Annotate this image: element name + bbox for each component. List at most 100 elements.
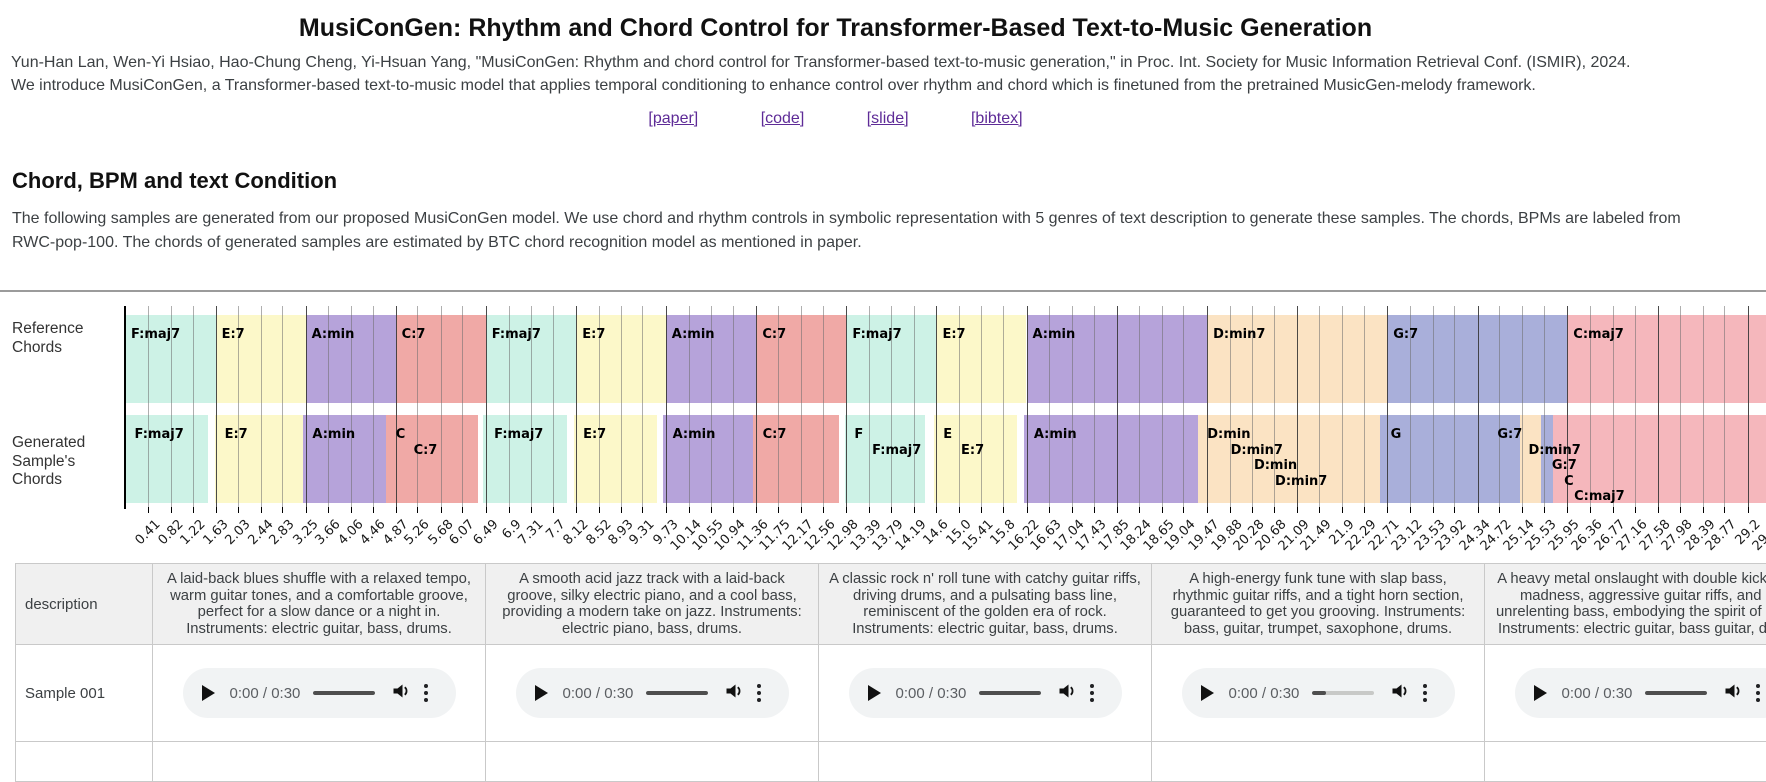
x-tick	[1724, 507, 1725, 513]
audio-player-1[interactable]: 0:00 / 0:30	[183, 668, 456, 718]
overflow-menu-icon[interactable]	[1756, 683, 1760, 704]
measure-gridline	[306, 306, 307, 507]
x-tick	[1027, 507, 1028, 513]
x-tick	[778, 507, 779, 513]
x-tick	[1094, 507, 1095, 513]
chord-label-generated: A:min	[673, 427, 716, 442]
chord-label-generated: A:min	[312, 427, 355, 442]
player-cell-2: 0:00 / 0:30	[486, 645, 819, 742]
measure-gridline	[486, 306, 487, 507]
overflow-menu-icon[interactable]	[424, 683, 428, 704]
audio-player-3[interactable]: 0:00 / 0:30	[849, 668, 1122, 718]
chord-label-generated: D:min	[1254, 458, 1297, 473]
chord-label-generated: F	[854, 427, 863, 442]
overflow-menu-icon[interactable]	[757, 683, 761, 704]
measure-gridline	[846, 306, 847, 507]
beat-gridline	[373, 306, 374, 507]
x-tick	[891, 507, 892, 513]
description-cell-1: A laid-back blues shuffle with a relaxed…	[153, 564, 486, 645]
chord-label-generated: C:7	[763, 427, 787, 442]
time-display: 0:00 / 0:30	[896, 685, 967, 702]
volume-icon[interactable]	[1389, 681, 1409, 706]
seek-bar[interactable]	[313, 691, 375, 695]
x-tick	[1139, 507, 1140, 513]
beat-gridline	[1680, 306, 1681, 507]
x-tick	[1499, 507, 1500, 513]
audio-player-2[interactable]: 0:00 / 0:30	[516, 668, 789, 718]
y-axis-line	[124, 306, 126, 509]
audio-player-5[interactable]: 0:00 / 0:30	[1515, 668, 1766, 718]
x-tick-label: 6.49	[470, 517, 501, 548]
x-tick	[1342, 507, 1343, 513]
x-tick	[576, 507, 577, 513]
x-tick	[417, 507, 418, 513]
chord-label-generated: F:maj7	[494, 427, 543, 442]
x-tick	[509, 507, 510, 513]
x-tick	[823, 507, 824, 513]
measure-gridline	[1117, 306, 1118, 507]
x-tick	[1049, 507, 1050, 513]
x-tick	[642, 507, 643, 513]
x-tick	[666, 507, 667, 513]
volume-icon[interactable]	[390, 681, 410, 706]
audio-player-4[interactable]: 0:00 / 0:30	[1182, 668, 1455, 718]
beat-gridline	[1342, 306, 1343, 507]
beat-gridline	[1454, 306, 1455, 507]
x-tick	[1162, 507, 1163, 513]
volume-icon[interactable]	[1722, 681, 1742, 706]
chord-label-generated: F:maj7	[135, 427, 184, 442]
player-cell-3: 0:00 / 0:30	[819, 645, 1152, 742]
x-tick	[869, 507, 870, 513]
beat-gridline	[1499, 306, 1500, 507]
description-cell-3: A classic rock n' roll tune with catchy …	[819, 564, 1152, 645]
beat-gridline	[823, 306, 824, 507]
beat-gridline	[1162, 306, 1163, 507]
x-tick	[801, 507, 802, 513]
chord-label-generated: C:maj7	[1574, 489, 1625, 504]
time-display: 0:00 / 0:30	[230, 685, 301, 702]
chord-label-generated: C	[1564, 474, 1574, 489]
x-tick	[1230, 507, 1231, 513]
overflow-menu-icon[interactable]	[1423, 683, 1427, 704]
x-tick	[1319, 507, 1320, 513]
seek-bar-progress	[646, 691, 708, 695]
x-tick	[756, 507, 757, 513]
seek-bar[interactable]	[1312, 691, 1374, 695]
chord-label-reference: F:maj7	[852, 327, 901, 342]
measure-gridline	[1478, 306, 1479, 507]
measure-gridline	[1207, 306, 1208, 507]
seek-bar-progress	[1312, 691, 1326, 695]
seek-bar[interactable]	[979, 691, 1041, 695]
seek-bar[interactable]	[646, 691, 708, 695]
x-tick	[1590, 507, 1591, 513]
x-tick	[1454, 507, 1455, 513]
seek-bar[interactable]	[1645, 691, 1707, 695]
time-display: 0:00 / 0:30	[1229, 685, 1300, 702]
volume-icon[interactable]	[1056, 681, 1076, 706]
chord-label-generated: D:min7	[1231, 443, 1283, 458]
overflow-menu-icon[interactable]	[1090, 683, 1094, 704]
play-button[interactable]	[1534, 685, 1547, 701]
play-button[interactable]	[1201, 685, 1214, 701]
chord-label-reference: C:7	[762, 327, 786, 342]
volume-icon[interactable]	[723, 681, 743, 706]
x-tick-label: 7.31	[516, 517, 547, 548]
chord-label-generated: E:7	[225, 427, 248, 442]
measure-gridline	[576, 306, 577, 507]
play-button[interactable]	[202, 685, 215, 701]
x-tick	[148, 507, 149, 513]
empty-cell	[819, 742, 1152, 782]
x-tick	[373, 507, 374, 513]
empty-cell	[153, 742, 486, 782]
chord-label-reference: E:7	[942, 327, 965, 342]
play-button[interactable]	[868, 685, 881, 701]
x-tick	[328, 507, 329, 513]
x-tick	[936, 507, 937, 513]
play-button[interactable]	[535, 685, 548, 701]
beat-gridline	[1433, 306, 1434, 507]
x-tick	[1613, 507, 1614, 513]
x-tick	[1003, 507, 1004, 513]
x-tick	[846, 507, 847, 513]
beat-gridline	[1003, 306, 1004, 507]
